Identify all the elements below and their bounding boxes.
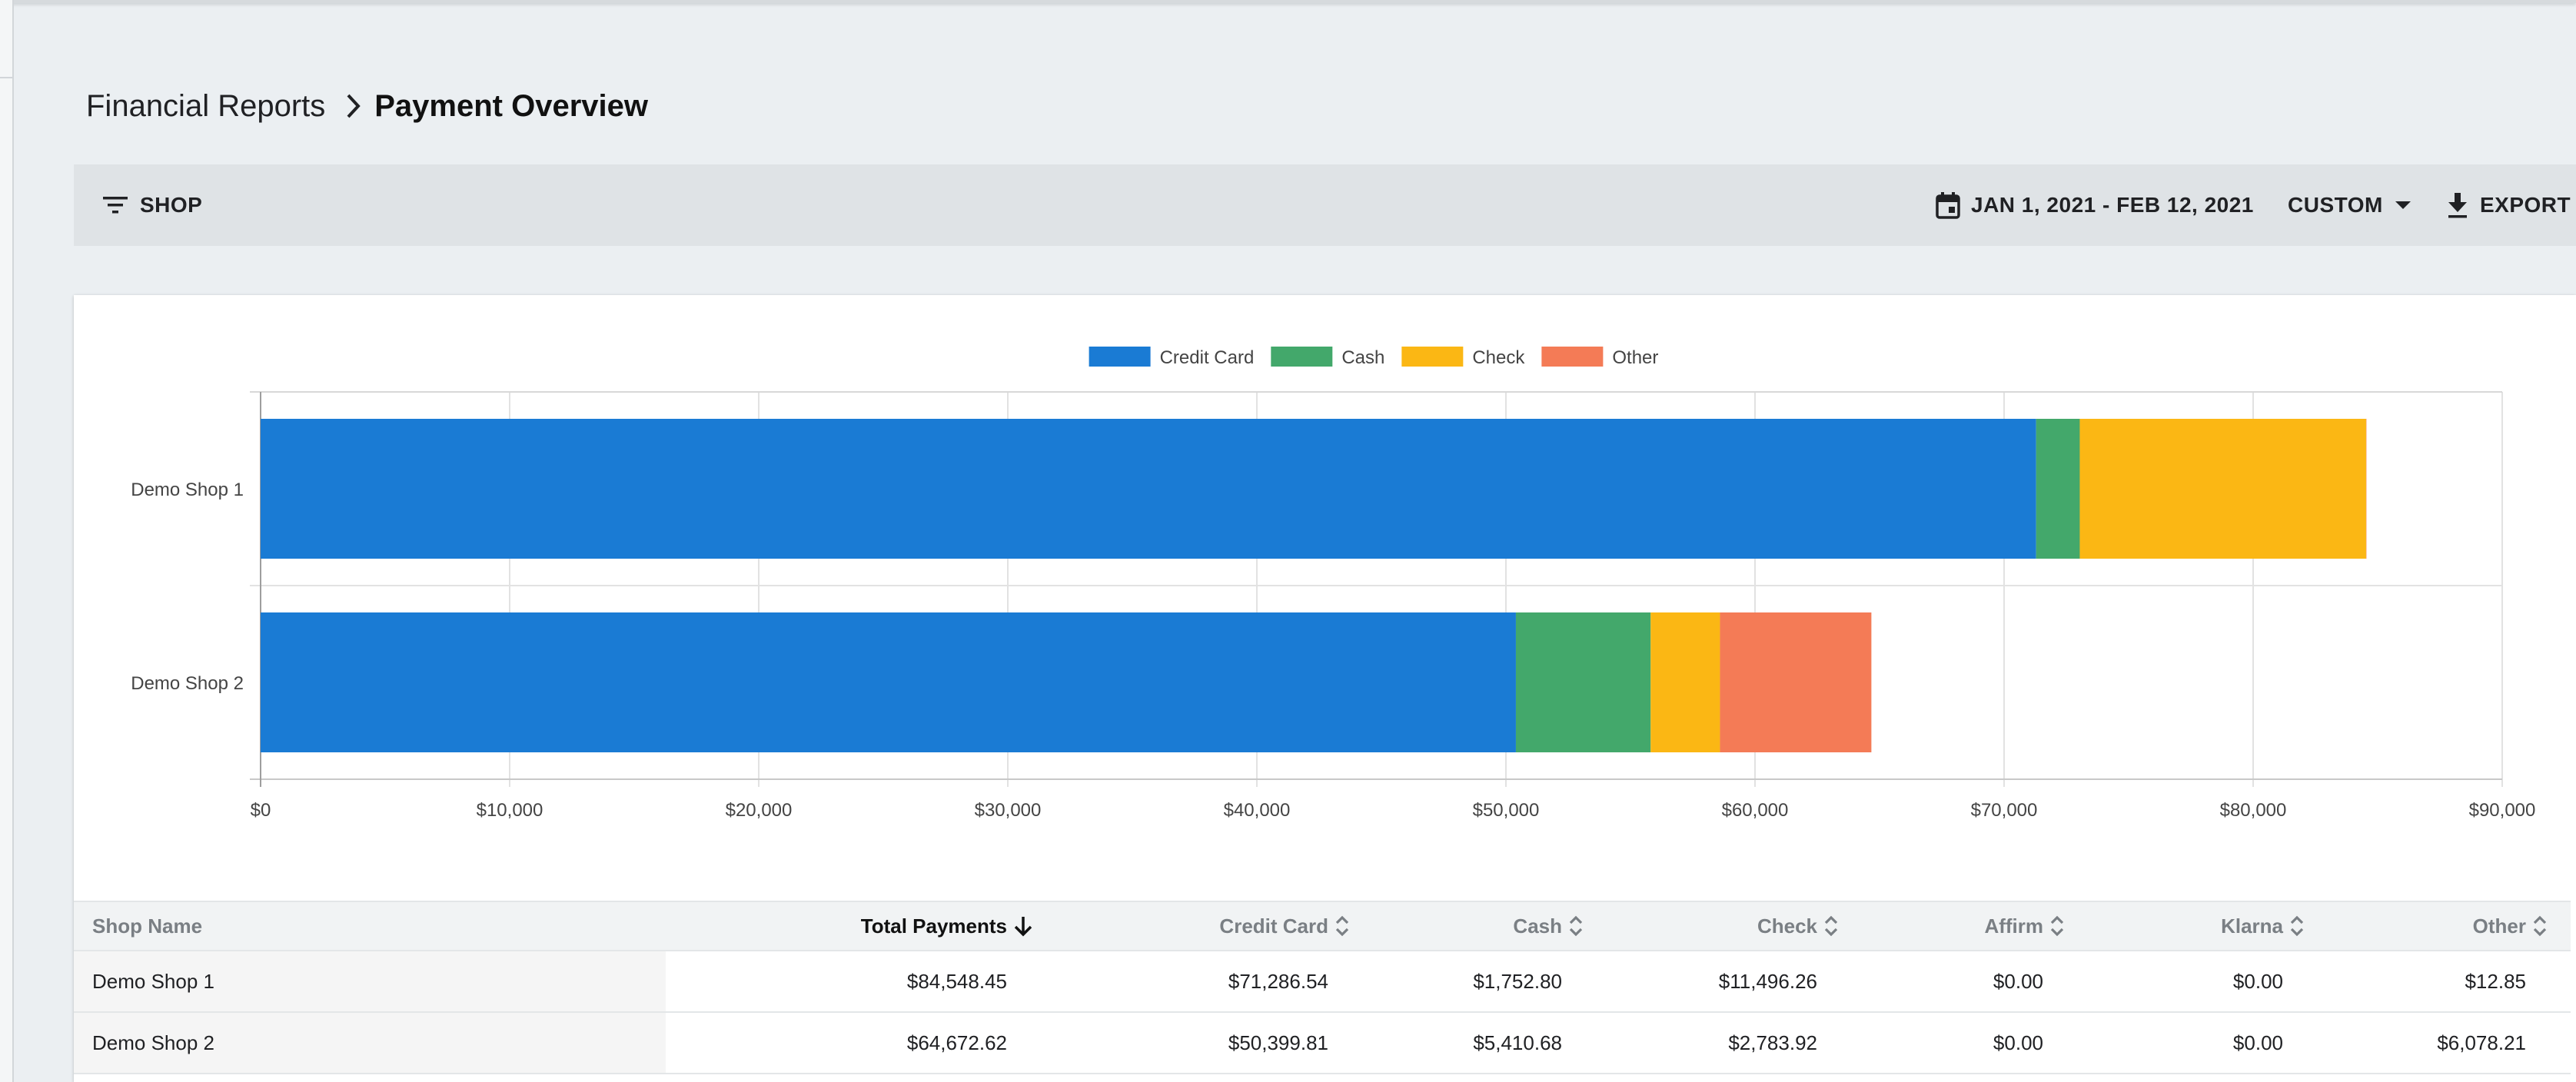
app-top-bar [0,0,2576,3]
legend-label: Check [1472,347,1525,368]
column-header-label: Total Payments [860,914,1007,938]
legend-label: Cash [1341,347,1384,368]
legend-swatch-cash [1271,347,1333,367]
amount-cell-other: $12.85 [2465,969,2526,993]
y-tick-label: Demo Shop 2 [131,673,244,694]
date-range-label: JAN 1, 2021 - FEB 12, 2021 [1971,193,2254,217]
page-title: Payment Overview [374,88,648,123]
x-tick-label: $80,000 [2220,800,2287,821]
x-tick-label: $40,000 [1224,800,1291,821]
sort-toggle-icon[interactable] [1823,914,1839,938]
bar-cash-1 [2036,419,2080,559]
sort-toggle-icon[interactable] [2532,914,2548,938]
column-header-label: Affirm [1984,914,2043,938]
column-header-label: Other [2472,914,2526,938]
legend-label: Other [1612,347,1658,368]
column-header-cash[interactable]: Cash [1513,902,1584,950]
payments-table: Shop Name Total Payments Credit Card Cash Ch… [74,901,2571,1074]
x-tick-label: $20,000 [726,800,793,821]
x-tick-label: $30,000 [975,800,1042,821]
column-header-label: Cash [1513,914,1562,938]
filter-icon [103,197,128,214]
range-preset-dropdown[interactable]: CUSTOM [2288,164,2412,246]
export-button[interactable]: EXPORT [2446,164,2571,246]
shop-filter-label: SHOP [140,193,203,217]
amount-cell-cash: $1,752.80 [1473,969,1562,993]
legend-swatch-other [1541,347,1604,367]
amount-cell-klarna: $0.00 [2232,969,2283,993]
shop-name-cell-background [74,951,666,1011]
amount-cell-credit-card: $71,286.54 [1228,969,1328,993]
shop-name-cell-background [74,1013,666,1073]
column-header-label: Check [1757,914,1817,938]
breadcrumb-financial-reports-link[interactable]: Financial Reports [86,88,326,123]
payments-bar-chart: Demo Shop 1 Demo Shop 2 $0 $10,000 $20,000 $3… [131,347,2536,821]
sort-toggle-icon[interactable] [1568,914,1584,938]
column-header-total-payments[interactable]: Total Payments [861,902,1033,950]
caret-down-icon [2395,201,2411,209]
bar-check-1 [2079,419,2366,559]
amount-cell-affirm: $0.00 [1993,1031,2043,1054]
amount-cell-affirm: $0.00 [1993,969,2043,993]
chevron-right-icon [345,93,362,119]
amount-cell-klarna: $0.00 [2232,1031,2283,1054]
table-row[interactable]: Demo Shop 2 $64,672.62 $50,399.81 $5,410.68… [74,1013,2571,1074]
x-tick-label: $60,000 [1722,800,1789,821]
legend-swatch-credit-card [1089,347,1151,367]
report-card: Demo Shop 1 Demo Shop 2 $0 $10,000 $20,000 $3… [74,295,2576,1082]
column-header-label: Klarna [2221,914,2283,938]
calendar-icon [1936,192,1960,219]
table-row[interactable]: Demo Shop 1 $84,548.45 $71,286.54 $1,752.80… [74,951,2571,1013]
download-icon [2448,193,2467,218]
column-header-other[interactable]: Other [2473,902,2548,950]
sort-toggle-icon[interactable] [2049,914,2065,938]
date-range-button[interactable]: JAN 1, 2021 - FEB 12, 2021 [1936,164,2254,246]
column-header-label: Credit Card [1219,914,1328,938]
export-label: EXPORT [2480,193,2571,217]
column-header-check[interactable]: Check [1757,902,1839,950]
legend-label: Credit Card [1160,347,1255,368]
column-header-credit-card[interactable]: Credit Card [1219,902,1350,950]
bar-credit-card-1 [261,419,2036,559]
amount-cell-check: $11,496.26 [1718,969,1817,993]
x-tick-label: $10,000 [477,800,543,821]
bar-check-2 [1650,612,1720,752]
column-header-label: Shop Name [92,914,203,938]
sort-toggle-icon[interactable] [1335,914,1350,938]
y-tick-label: Demo Shop 1 [131,480,244,500]
sort-desc-arrow-icon[interactable] [1013,915,1033,937]
shop-name-cell: Demo Shop 2 [92,1031,214,1054]
x-tick-label: $50,000 [1473,800,1540,821]
shop-name-cell: Demo Shop 1 [92,969,214,993]
column-header-klarna[interactable]: Klarna [2221,902,2305,950]
legend-swatch-check [1401,347,1464,367]
bar-cash-2 [1515,612,1651,752]
left-navigation-rail [0,0,14,1082]
rail-divider [0,77,12,78]
bar-credit-card-2 [261,612,1516,752]
bar-other-2 [1720,612,1872,752]
breadcrumb: Financial Reports Payment Overview [86,83,648,129]
x-tick-label: $0 [251,800,271,821]
amount-cell-check: $2,783.92 [1728,1031,1817,1054]
sort-toggle-icon[interactable] [2289,914,2305,938]
column-header-shop-name: Shop Name [92,902,202,950]
column-header-affirm[interactable]: Affirm [1984,902,2065,950]
amount-cell-total-payments: $64,672.62 [906,1031,1007,1054]
x-tick-label: $70,000 [1971,800,2038,821]
amount-cell-cash: $5,410.68 [1473,1031,1562,1054]
amount-cell-total-payments: $84,548.45 [906,969,1007,993]
table-header-row: Shop Name Total Payments Credit Card Cash Ch… [74,901,2571,951]
shop-filter-button[interactable]: SHOP [101,164,202,246]
amount-cell-credit-card: $50,399.81 [1228,1031,1328,1054]
range-preset-label: CUSTOM [2288,193,2383,217]
x-tick-label: $90,000 [2469,800,2536,821]
report-toolbar: SHOP JAN 1, 2021 - FEB 12, 2021 CUSTOM E… [74,164,2576,246]
amount-cell-other: $6,078.21 [2437,1031,2526,1054]
